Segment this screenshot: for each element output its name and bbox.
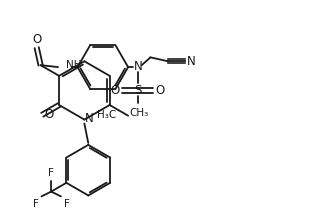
Text: O: O [156, 84, 165, 97]
Text: F: F [33, 199, 39, 209]
Text: NH: NH [66, 60, 81, 70]
Text: N: N [133, 60, 142, 73]
Text: N: N [85, 112, 94, 125]
Text: O: O [44, 108, 54, 121]
Text: O: O [32, 33, 41, 46]
Text: N: N [187, 55, 196, 68]
Text: H₃C: H₃C [97, 110, 117, 120]
Text: CH₃: CH₃ [129, 108, 149, 118]
Text: S: S [134, 84, 141, 97]
Text: F: F [64, 199, 70, 209]
Text: F: F [48, 168, 54, 178]
Text: O: O [111, 84, 120, 97]
